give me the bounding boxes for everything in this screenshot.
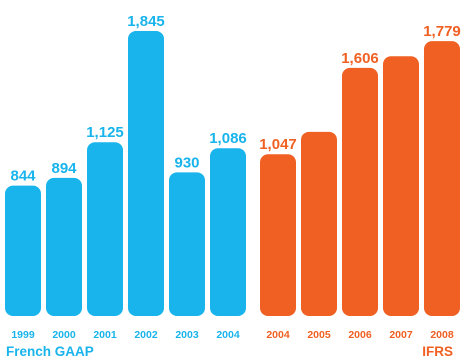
- bar-french-gaap-2004: [210, 148, 246, 316]
- value-label-french-gaap-2001: 1,125: [86, 124, 124, 141]
- bar-ifrs-2004: [260, 154, 296, 316]
- category-label-french-gaap-2004: 2004: [216, 329, 240, 341]
- category-labels-layer: 1999 2000 2001 2002 2003 2004 2004 2005 2006 2007…: [11, 329, 454, 341]
- bar-french-gaap-2003: [169, 172, 205, 316]
- bar-french-gaap-2000: [46, 177, 82, 316]
- category-label-french-gaap-1999: 1999: [11, 329, 35, 341]
- bars-layer: [5, 30, 460, 317]
- value-labels-layer: 844 894 1,125 1,845 930 1,086 1,047 1,606 1,779: [10, 13, 460, 185]
- category-label-ifrs-2008: 2008: [430, 329, 454, 341]
- category-label-ifrs-2005: 2005: [307, 329, 331, 341]
- group-label-french-gaap: French GAAP: [6, 344, 94, 359]
- category-label-french-gaap-2000: 2000: [52, 329, 76, 341]
- value-label-ifrs-2006: 1,606: [341, 50, 379, 67]
- category-label-ifrs-2006: 2006: [348, 329, 372, 341]
- bar-french-gaap-1999: [5, 185, 41, 316]
- bar-ifrs-2006: [342, 67, 378, 316]
- category-label-french-gaap-2002: 2002: [134, 329, 158, 341]
- value-label-french-gaap-1999: 844: [10, 168, 36, 185]
- value-label-french-gaap-2002: 1,845: [127, 13, 165, 30]
- value-label-ifrs-2008: 1,779: [423, 23, 461, 40]
- value-label-french-gaap-2000: 894: [51, 160, 77, 177]
- bar-ifrs-2008: [424, 41, 460, 316]
- category-label-french-gaap-2001: 2001: [93, 329, 117, 341]
- category-label-ifrs-2004: 2004: [266, 329, 290, 341]
- category-label-ifrs-2007: 2007: [389, 329, 413, 341]
- bar-ifrs-2005: [301, 131, 337, 316]
- value-label-french-gaap-2003: 930: [174, 154, 199, 171]
- group-label-ifrs: IFRS: [422, 344, 453, 359]
- bar-ifrs-2007: [383, 56, 419, 317]
- category-label-french-gaap-2003: 2003: [175, 329, 199, 341]
- value-label-french-gaap-2004: 1,086: [209, 130, 247, 147]
- value-label-ifrs-2004: 1,047: [259, 136, 297, 153]
- bar-french-gaap-2002: [128, 30, 164, 316]
- bar-french-gaap-2001: [87, 142, 123, 316]
